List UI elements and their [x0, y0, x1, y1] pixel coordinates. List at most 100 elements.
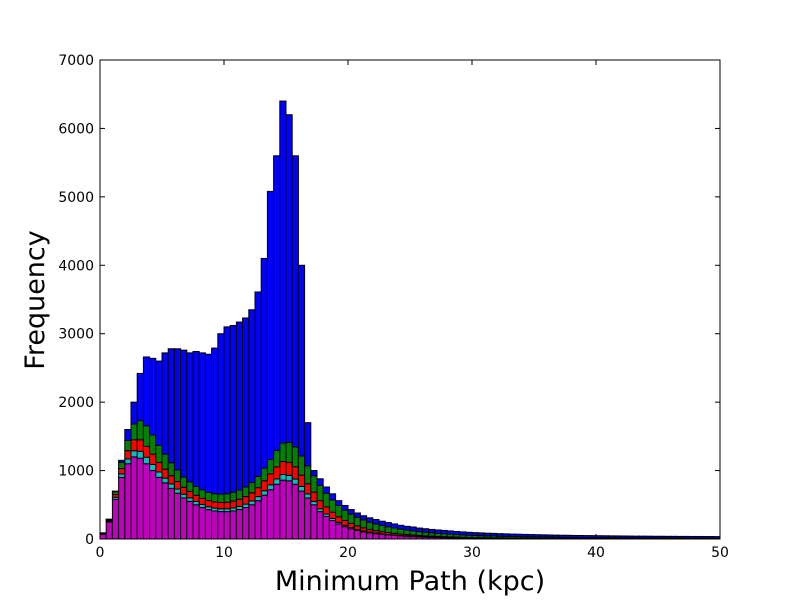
- histogram-bar: [378, 520, 386, 527]
- histogram-bar: [242, 503, 250, 509]
- histogram-bar: [211, 493, 219, 503]
- histogram-bar: [291, 466, 299, 480]
- histogram-bar: [335, 500, 343, 506]
- histogram-bar: [378, 533, 386, 540]
- histogram-bar: [428, 528, 436, 534]
- histogram-bar: [341, 519, 349, 526]
- histogram-bar: [167, 348, 175, 464]
- histogram-bar: [173, 469, 182, 483]
- histogram-bar: [136, 420, 144, 441]
- histogram-bar: [155, 360, 163, 446]
- histogram-bar: [229, 510, 237, 540]
- histogram-bar: [669, 535, 678, 539]
- histogram-bar: [186, 481, 194, 492]
- histogram-bar: [260, 490, 268, 496]
- histogram-bar: [273, 483, 281, 540]
- histogram-bar: [155, 476, 163, 540]
- histogram-bar: [136, 372, 144, 422]
- histogram-bar: [149, 434, 157, 455]
- histogram-bar: [632, 535, 640, 539]
- histogram-bar: [279, 479, 287, 540]
- histogram-bar: [390, 534, 399, 540]
- histogram-bar: [403, 525, 411, 531]
- histogram-bar: [620, 535, 628, 539]
- histogram-bar: [366, 521, 374, 530]
- histogram-bar: [260, 480, 268, 492]
- y-tick-label: 5000: [58, 190, 94, 206]
- y-tick-label: 4000: [58, 258, 94, 274]
- histogram-bar: [471, 532, 479, 536]
- x-tick-label: 40: [587, 545, 605, 561]
- histogram-bar: [663, 535, 671, 539]
- histogram-bar: [192, 485, 200, 496]
- histogram-bar: [279, 474, 287, 481]
- histogram-bar: [161, 482, 169, 540]
- histogram-bar: [118, 473, 126, 478]
- histogram-bar: [359, 531, 368, 540]
- histogram-bar: [533, 534, 541, 538]
- histogram-bar: [682, 535, 690, 539]
- histogram-bar: [260, 257, 268, 469]
- histogram-bar: [539, 534, 547, 538]
- histogram-bar: [204, 500, 213, 508]
- histogram-bar: [254, 496, 262, 502]
- histogram-bar: [421, 528, 430, 533]
- histogram-bar: [335, 523, 343, 540]
- histogram-bar: [384, 526, 392, 533]
- histogram-bar: [173, 348, 182, 471]
- histogram-bar: [645, 535, 653, 539]
- x-tick-label: 0: [96, 545, 105, 561]
- histogram-bar: [335, 516, 343, 523]
- histogram-bar: [322, 506, 330, 515]
- histogram-bar: [142, 356, 151, 427]
- histogram-bar: [223, 493, 231, 503]
- x-tick-label: 30: [463, 545, 481, 561]
- histogram-bar: [583, 535, 591, 539]
- y-axis-label: Frequency: [20, 230, 51, 370]
- histogram-bar: [291, 155, 299, 448]
- histogram-bar: [242, 507, 250, 540]
- histogram-bar: [211, 347, 219, 495]
- histogram-bar: [397, 528, 405, 535]
- histogram-bar: [198, 352, 206, 491]
- histogram-bar: [248, 309, 256, 484]
- histogram-bar: [353, 512, 361, 518]
- histogram-bar: [384, 522, 392, 528]
- histogram-bar: [304, 493, 312, 499]
- histogram-bar: [155, 444, 163, 463]
- histogram-bar: [676, 535, 684, 539]
- histogram-bar: [142, 425, 151, 447]
- histogram-bar: [149, 470, 157, 540]
- x-tick-label: 20: [339, 545, 357, 561]
- histogram-bar: [390, 527, 399, 534]
- histogram-bar: [223, 501, 231, 510]
- histogram-bar: [266, 458, 275, 475]
- histogram-bar: [161, 477, 169, 484]
- histogram-bar: [254, 500, 262, 540]
- histogram-bar: [322, 492, 330, 508]
- y-tick-label: 3000: [58, 327, 94, 343]
- histogram-bar: [490, 532, 498, 537]
- histogram-bar: [434, 529, 442, 534]
- histogram-bar: [223, 511, 231, 540]
- histogram-bar: [248, 504, 256, 540]
- histogram-bar: [124, 463, 132, 540]
- histogram-bar: [688, 535, 696, 539]
- histogram-bar: [186, 497, 194, 502]
- histogram-bar: [552, 534, 560, 538]
- histogram-bar: [304, 465, 312, 485]
- histogram-bar: [235, 498, 244, 507]
- histogram-bar: [521, 533, 529, 538]
- histogram-bar: [217, 333, 225, 495]
- histogram-bar: [502, 533, 510, 537]
- histogram-bar: [638, 535, 647, 539]
- histogram-bar: [273, 466, 281, 480]
- histogram-bar: [304, 483, 312, 495]
- histogram-bar: [192, 351, 200, 487]
- histogram-bar: [242, 317, 250, 488]
- histogram-bar: [322, 486, 330, 494]
- histogram-bar: [105, 521, 113, 540]
- histogram-bar: [254, 487, 262, 498]
- histogram-bar: [297, 264, 306, 457]
